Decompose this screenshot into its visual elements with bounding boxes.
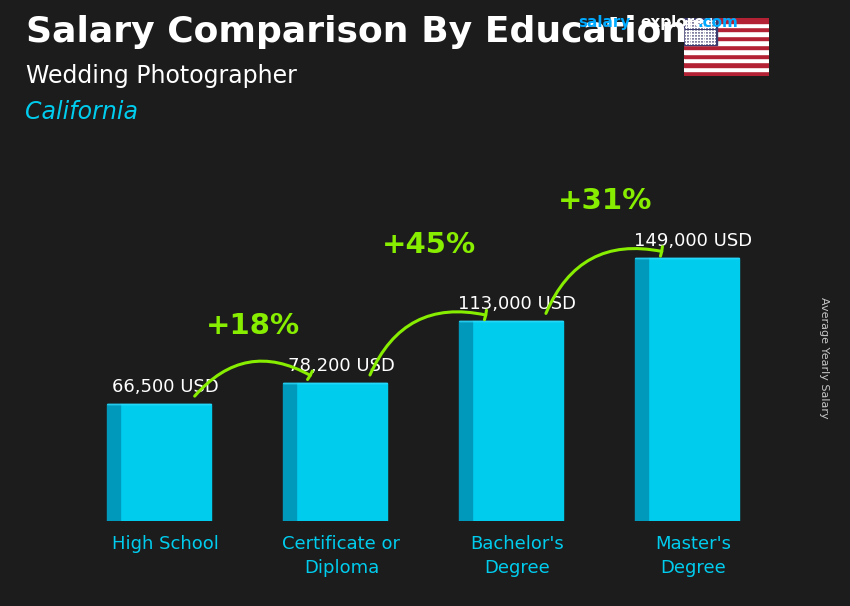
- Text: Average Yearly Salary: Average Yearly Salary: [819, 297, 829, 418]
- Text: 78,200 USD: 78,200 USD: [288, 357, 395, 375]
- Bar: [684, 45, 769, 49]
- Text: Wedding Photographer: Wedding Photographer: [26, 64, 297, 88]
- Bar: [684, 62, 769, 67]
- Bar: [296, 383, 387, 521]
- Text: Salary Comparison By Education: Salary Comparison By Education: [26, 15, 687, 49]
- Polygon shape: [635, 258, 648, 521]
- Bar: [120, 404, 211, 521]
- Bar: [684, 72, 769, 76]
- Bar: [684, 53, 769, 58]
- Text: .com: .com: [698, 15, 739, 30]
- Bar: [684, 41, 769, 45]
- Text: 66,500 USD: 66,500 USD: [112, 378, 218, 396]
- Bar: [684, 36, 769, 41]
- Text: +31%: +31%: [558, 187, 653, 215]
- Bar: [684, 67, 769, 72]
- Polygon shape: [107, 404, 120, 521]
- Bar: [684, 27, 769, 32]
- Bar: [684, 22, 769, 27]
- Bar: [684, 18, 769, 22]
- Bar: [684, 18, 717, 45]
- Text: 113,000 USD: 113,000 USD: [458, 295, 576, 313]
- Polygon shape: [283, 383, 296, 521]
- Text: explorer: explorer: [640, 15, 712, 30]
- Bar: [684, 58, 769, 62]
- Polygon shape: [459, 321, 472, 521]
- Bar: [648, 258, 740, 521]
- Text: +18%: +18%: [207, 312, 300, 340]
- Text: salary: salary: [578, 15, 631, 30]
- Bar: [684, 49, 769, 53]
- Text: 149,000 USD: 149,000 USD: [634, 231, 752, 250]
- Text: California: California: [26, 100, 139, 124]
- Bar: [684, 32, 769, 36]
- Bar: [472, 321, 564, 521]
- Text: +45%: +45%: [382, 231, 477, 259]
